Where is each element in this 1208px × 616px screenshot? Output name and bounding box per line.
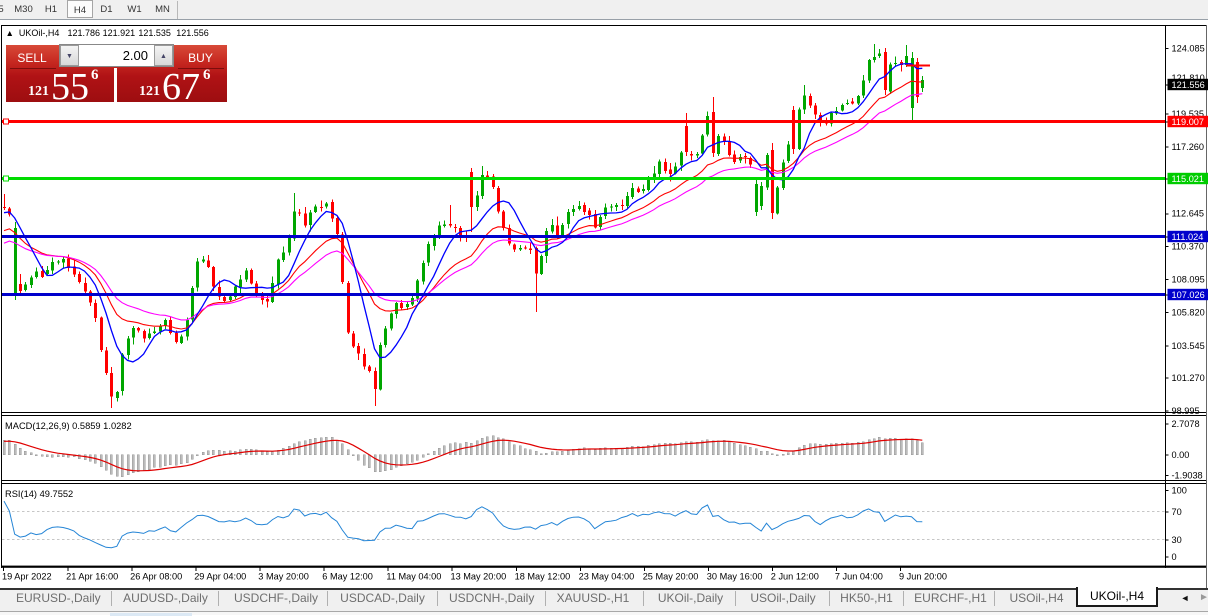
svg-text:26 Apr 08:00: 26 Apr 08:00 — [130, 572, 182, 582]
svg-text:98.995: 98.995 — [1172, 406, 1200, 416]
svg-text:110.370: 110.370 — [1172, 242, 1205, 252]
svg-text:0.00: 0.00 — [1172, 450, 1190, 460]
svg-text:121.535: 121.535 — [138, 28, 171, 38]
svg-text:121.921: 121.921 — [103, 28, 136, 38]
svg-text:103.545: 103.545 — [1172, 341, 1205, 351]
svg-text:19 Apr 2022: 19 Apr 2022 — [2, 572, 52, 582]
svg-text:UKOil-,H4: UKOil-,H4 — [19, 28, 60, 38]
svg-text:100: 100 — [1172, 485, 1187, 495]
svg-text:RSI(14) 49.7552: RSI(14) 49.7552 — [5, 489, 73, 499]
svg-text:21 Apr 16:00: 21 Apr 16:00 — [66, 572, 118, 582]
svg-text:▲: ▲ — [6, 28, 14, 38]
svg-text:2 Jun 12:00: 2 Jun 12:00 — [771, 572, 819, 582]
svg-text:30 May 16:00: 30 May 16:00 — [707, 572, 763, 582]
svg-text:30: 30 — [1172, 535, 1182, 545]
svg-text:121.786: 121.786 — [68, 28, 101, 38]
svg-text:119.007: 119.007 — [1172, 117, 1205, 127]
svg-text:70: 70 — [1172, 507, 1182, 517]
svg-text:124.085: 124.085 — [1172, 43, 1205, 53]
svg-text:6 May 12:00: 6 May 12:00 — [322, 572, 373, 582]
svg-text:101.270: 101.270 — [1172, 373, 1205, 383]
svg-text:7 Jun 04:00: 7 Jun 04:00 — [835, 572, 883, 582]
svg-text:121.556: 121.556 — [176, 28, 209, 38]
svg-text:108.095: 108.095 — [1172, 274, 1205, 284]
svg-text:11 May 04:00: 11 May 04:00 — [386, 572, 441, 582]
svg-text:107.026: 107.026 — [1172, 290, 1205, 300]
svg-text:117.260: 117.260 — [1172, 142, 1205, 152]
svg-text:9 Jun 20:00: 9 Jun 20:00 — [899, 572, 947, 582]
svg-text:13 May 20:00: 13 May 20:00 — [451, 572, 507, 582]
svg-text:105.820: 105.820 — [1172, 307, 1205, 317]
svg-text:112.645: 112.645 — [1172, 209, 1205, 219]
svg-text:23 May 04:00: 23 May 04:00 — [579, 572, 635, 582]
svg-text:MACD(12,26,9) 0.5859 1.0282: MACD(12,26,9) 0.5859 1.0282 — [5, 421, 132, 431]
svg-text:29 Apr 04:00: 29 Apr 04:00 — [194, 572, 246, 582]
svg-text:25 May 20:00: 25 May 20:00 — [643, 572, 699, 582]
svg-text:18 May 12:00: 18 May 12:00 — [515, 572, 571, 582]
svg-text:111.024: 111.024 — [1172, 232, 1204, 242]
svg-text:0: 0 — [1172, 552, 1177, 562]
svg-text:115.021: 115.021 — [1172, 174, 1205, 184]
svg-text:3 May 20:00: 3 May 20:00 — [258, 572, 309, 582]
svg-text:121.556: 121.556 — [1172, 80, 1205, 90]
svg-text:2.7078: 2.7078 — [1172, 419, 1200, 429]
svg-text:-1.9038: -1.9038 — [1172, 470, 1203, 480]
